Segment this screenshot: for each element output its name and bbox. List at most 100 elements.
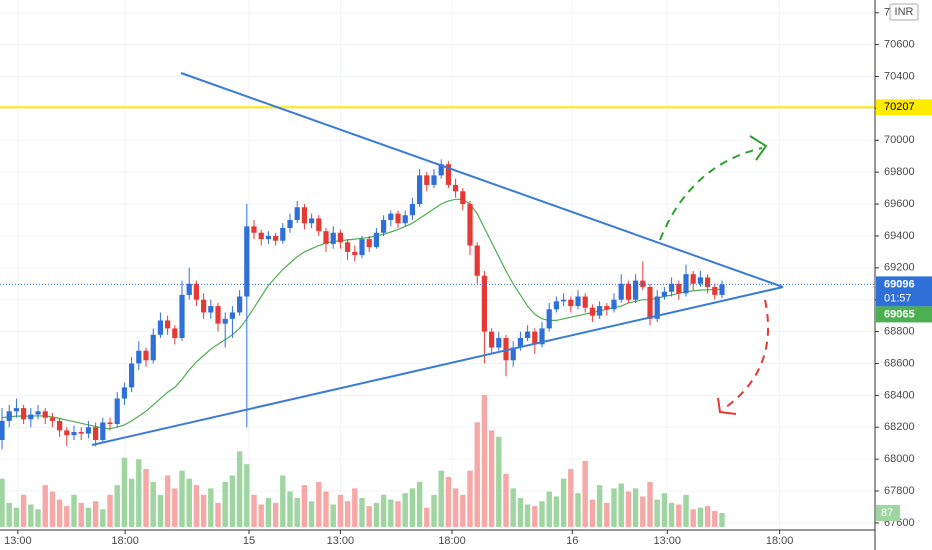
y-tick-label: 67800	[884, 485, 915, 497]
volume-bar	[100, 509, 106, 527]
candle-body	[294, 207, 300, 220]
x-tick-label: 18:00	[438, 535, 466, 547]
volume-bar	[186, 478, 192, 527]
arrow-down-head	[717, 397, 737, 415]
candle-body	[640, 280, 646, 287]
candle-body	[445, 164, 452, 185]
volume-bar	[236, 451, 243, 527]
volume-bar	[424, 507, 430, 527]
volume-bar	[452, 488, 459, 527]
candle-body	[100, 422, 106, 440]
candle-body	[597, 306, 603, 316]
candle-body	[301, 207, 308, 224]
volume-bar	[294, 498, 300, 527]
candle-body	[510, 347, 516, 361]
volume-bar	[438, 470, 444, 527]
volume-bar	[373, 502, 380, 527]
volume-bar	[150, 481, 156, 527]
volume-bar	[316, 481, 322, 527]
price-tag-label: 70207	[884, 101, 915, 113]
candle-body	[280, 227, 286, 241]
candle-body	[697, 277, 704, 284]
ma-label: 69065	[884, 308, 915, 320]
candle-body	[611, 299, 617, 310]
volume-bar	[28, 504, 34, 527]
volume-bar	[13, 507, 20, 527]
candle-body	[381, 220, 387, 233]
candle-body	[244, 226, 250, 297]
candle-body	[402, 215, 408, 224]
candle-body	[258, 232, 264, 240]
candle-body	[179, 294, 185, 338]
volume-bar	[71, 494, 77, 527]
volume-bar	[402, 493, 408, 527]
volume-bar	[690, 509, 696, 527]
candle-body	[373, 232, 380, 248]
volume-bar	[661, 493, 668, 527]
volume-bar	[416, 481, 423, 527]
candle-body	[467, 204, 473, 246]
candle-body	[719, 284, 725, 295]
candle-body	[669, 283, 675, 292]
volume-bar	[208, 488, 214, 527]
candle-body	[35, 411, 41, 415]
volume-bar	[510, 488, 516, 527]
volume-bar	[0, 478, 5, 527]
volume-bar	[280, 475, 286, 527]
volume-bar	[222, 481, 228, 527]
y-tick-label: 69800	[884, 166, 915, 178]
candle-body	[561, 299, 567, 302]
volume-bar	[618, 483, 624, 527]
volume-bar	[712, 510, 718, 527]
x-tick-label: 13:00	[654, 535, 682, 547]
candle-body	[345, 242, 351, 252]
volume-bar	[388, 499, 394, 527]
candle-body	[157, 320, 164, 335]
candle-body	[143, 350, 149, 361]
volume-bar	[481, 394, 488, 527]
volume-bar	[611, 488, 617, 527]
candle-body	[129, 363, 135, 388]
candle-body	[676, 283, 682, 294]
volume-bar	[546, 491, 552, 527]
volume-bar	[560, 478, 567, 527]
volume-bar	[380, 494, 387, 527]
volume-bar	[200, 494, 207, 527]
volume-bar	[64, 506, 70, 527]
x-tick-label: 18:00	[766, 535, 794, 547]
candle-body	[265, 235, 272, 240]
volume-bar	[589, 499, 596, 527]
candle-body	[460, 191, 466, 205]
candle-body	[474, 245, 480, 276]
volume-bar	[49, 491, 56, 527]
volume-bar	[128, 478, 135, 527]
volume-bar	[143, 469, 149, 527]
volume-bar	[431, 494, 437, 527]
volume-bar	[524, 504, 531, 527]
volume-bar	[625, 491, 632, 527]
candle-body	[337, 232, 344, 243]
volume-bar	[301, 485, 308, 527]
candle-body	[165, 320, 171, 329]
volume-bar	[78, 502, 84, 527]
volume-bar	[640, 496, 646, 527]
volume-bar	[496, 436, 502, 527]
candle-body	[424, 175, 430, 185]
volume-bar	[6, 502, 12, 527]
candle-body	[589, 307, 596, 316]
candle-body	[539, 328, 545, 345]
candle-body	[273, 235, 279, 241]
y-tick-label: 70000	[884, 134, 915, 146]
arrow-up-head	[749, 135, 768, 161]
candle-body	[661, 291, 668, 297]
candle-body	[517, 337, 524, 348]
volume-tag	[876, 504, 900, 521]
volume-bar	[596, 485, 603, 527]
volume-bar	[179, 470, 185, 527]
candle-body	[503, 337, 509, 361]
candle-body	[438, 164, 444, 176]
candle-body	[705, 277, 711, 287]
volume-bar	[244, 464, 250, 527]
